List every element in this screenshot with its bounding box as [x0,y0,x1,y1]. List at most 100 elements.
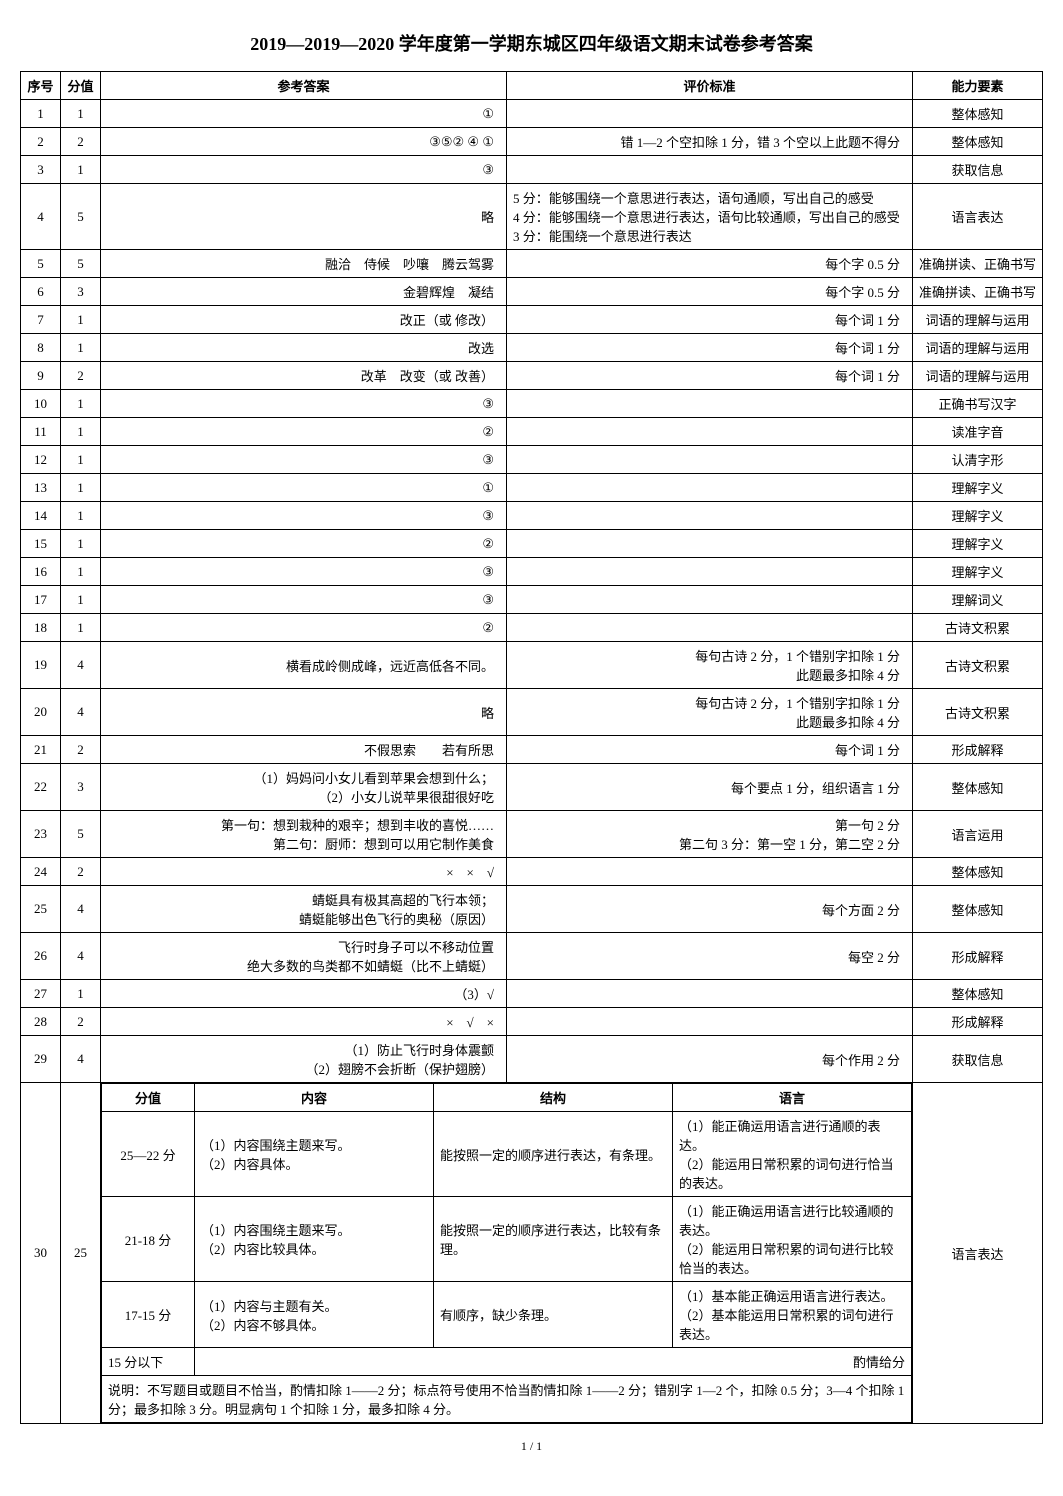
rubric-band-language: （1）能正确运用语言进行通顺的表达。（2）能运用日常积累的词句进行恰当的表达。 [673,1112,912,1197]
cell-seq: 14 [21,502,61,530]
cell-seq: 9 [21,362,61,390]
cell-answer: ③ [101,390,507,418]
cell-score: 1 [61,334,101,362]
cell-score: 5 [61,250,101,278]
rubric-band-content: （1）内容围绕主题来写。（2）内容比较具体。 [195,1197,434,1282]
cell-criteria [507,156,913,184]
cell-seq: 5 [21,250,61,278]
cell-criteria [507,446,913,474]
cell-seq: 21 [21,736,61,764]
cell-ability: 正确书写汉字 [913,390,1043,418]
cell-answer: （3）√ [101,980,507,1008]
cell-criteria: 每句古诗 2 分，1 个错别字扣除 1 分此题最多扣除 4 分 [507,689,913,736]
cell-answer: ③ [101,558,507,586]
cell-seq: 27 [21,980,61,1008]
table-row: 22③⑤② ④ ①错 1—2 个空扣除 1 分，错 3 个空以上此题不得分整体感… [21,128,1043,156]
cell-seq: 24 [21,858,61,886]
rubric-band-content: （1）内容围绕主题来写。（2）内容具体。 [195,1112,434,1197]
cell-seq: 8 [21,334,61,362]
cell-ability: 词语的理解与运用 [913,334,1043,362]
cell-seq: 1 [21,100,61,128]
cell-answer: 不假思索 若有所思 [101,736,507,764]
cell-score: 4 [61,886,101,933]
cell-seq: 16 [21,558,61,586]
cell-score: 1 [61,530,101,558]
cell-score: 4 [61,642,101,689]
table-row: 121③认清字形 [21,446,1043,474]
cell-seq: 15 [21,530,61,558]
cell-score: 1 [61,446,101,474]
cell-seq: 11 [21,418,61,446]
col-header-answer: 参考答案 [101,72,507,100]
cell-criteria [507,418,913,446]
rubric-explanation: 说明：不写题目或题目不恰当，酌情扣除 1——2 分；标点符号使用不恰当酌情扣除 … [102,1376,912,1423]
cell-ability: 古诗文积累 [913,642,1043,689]
cell-score: 1 [61,502,101,530]
cell-seq: 26 [21,933,61,980]
table-row: 294（1）防止飞行时身体震颤（2）翅膀不会折断（保护翅膀）每个作用 2 分获取… [21,1036,1043,1083]
cell-answer: ③ [101,156,507,184]
cell-ability: 整体感知 [913,858,1043,886]
rubric-explanation-row: 说明：不写题目或题目不恰当，酌情扣除 1——2 分；标点符号使用不恰当酌情扣除 … [102,1376,912,1423]
cell-criteria: 每句古诗 2 分，1 个错别字扣除 1 分此题最多扣除 4 分 [507,642,913,689]
cell-score: 3 [61,278,101,306]
table-row: 204略每句古诗 2 分，1 个错别字扣除 1 分此题最多扣除 4 分古诗文积累 [21,689,1043,736]
cell-seq: 4 [21,184,61,250]
cell-ability: 古诗文积累 [913,689,1043,736]
table-row: 45略5 分：能够围绕一个意思进行表达，语句通顺，写出自己的感受4 分：能够围绕… [21,184,1043,250]
cell-seq: 30 [21,1083,61,1424]
cell-seq: 2 [21,128,61,156]
table-header-row: 序号 分值 参考答案 评价标准 能力要素 [21,72,1043,100]
rubric-band-structure: 有顺序，缺少条理。 [434,1282,673,1348]
cell-ability: 语言运用 [913,811,1043,858]
cell-score: 2 [61,1008,101,1036]
col-header-score: 分值 [61,72,101,100]
cell-ability: 形成解释 [913,933,1043,980]
cell-criteria [507,502,913,530]
table-row: 131①理解字义 [21,474,1043,502]
table-row: 171③理解词义 [21,586,1043,614]
cell-criteria: 每个词 1 分 [507,306,913,334]
cell-score: 25 [61,1083,101,1424]
cell-seq: 28 [21,1008,61,1036]
cell-answer: 飞行时身子可以不移动位置绝大多数的鸟类都不如蜻蜓（比不上蜻蜓） [101,933,507,980]
cell-answer: （1）防止飞行时身体震颤（2）翅膀不会折断（保护翅膀） [101,1036,507,1083]
rubric-below15-row: 15 分以下酌情给分 [102,1348,912,1376]
page-title: 2019—2019—2020 学年度第一学期东城区四年级语文期末试卷参考答案 [20,30,1043,56]
cell-criteria [507,980,913,1008]
cell-ability: 理解字义 [913,474,1043,502]
table-row: 81改选每个词 1 分词语的理解与运用 [21,334,1043,362]
cell-score: 2 [61,362,101,390]
cell-score: 1 [61,586,101,614]
cell-score: 4 [61,933,101,980]
table-row: 242× × √整体感知 [21,858,1043,886]
cell-answer: 改革 改变（或 改善） [101,362,507,390]
cell-seq: 17 [21,586,61,614]
cell-answer: 改正（或 修改） [101,306,507,334]
rubric-band-content: （1）内容与主题有关。（2）内容不够具体。 [195,1282,434,1348]
table-row: 55融洽 侍候 吵嚷 腾云驾雾每个字 0.5 分准确拼读、正确书写 [21,250,1043,278]
cell-ability: 认清字形 [913,446,1043,474]
cell-ability: 形成解释 [913,736,1043,764]
cell-seq: 18 [21,614,61,642]
cell-ability: 准确拼读、正确书写 [913,278,1043,306]
cell-ability: 理解字义 [913,558,1043,586]
cell-answer: × × √ [101,858,507,886]
cell-seq: 12 [21,446,61,474]
cell-answer: × √ × [101,1008,507,1036]
table-row: 212不假思索 若有所思每个词 1 分形成解释 [21,736,1043,764]
cell-score: 4 [61,689,101,736]
cell-score: 1 [61,558,101,586]
answer-key-table: 序号 分值 参考答案 评价标准 能力要素 11①整体感知22③⑤② ④ ①错 1… [20,71,1043,1424]
cell-answer: 第一句：想到栽种的艰辛；想到丰收的喜悦……第二句：厨师：想到可以用它制作美食 [101,811,507,858]
page-footer: 1 / 1 [20,1439,1043,1454]
rubric-container: 分值内容结构语言25—22 分（1）内容围绕主题来写。（2）内容具体。能按照一定… [101,1083,913,1424]
cell-score: 2 [61,128,101,156]
cell-seq: 23 [21,811,61,858]
cell-answer: 金碧辉煌 凝结 [101,278,507,306]
cell-ability: 古诗文积累 [913,614,1043,642]
cell-seq: 25 [21,886,61,933]
cell-ability: 形成解释 [913,1008,1043,1036]
rubric-below15-label: 15 分以下 [102,1348,195,1376]
table-row: 92改革 改变（或 改善）每个词 1 分词语的理解与运用 [21,362,1043,390]
